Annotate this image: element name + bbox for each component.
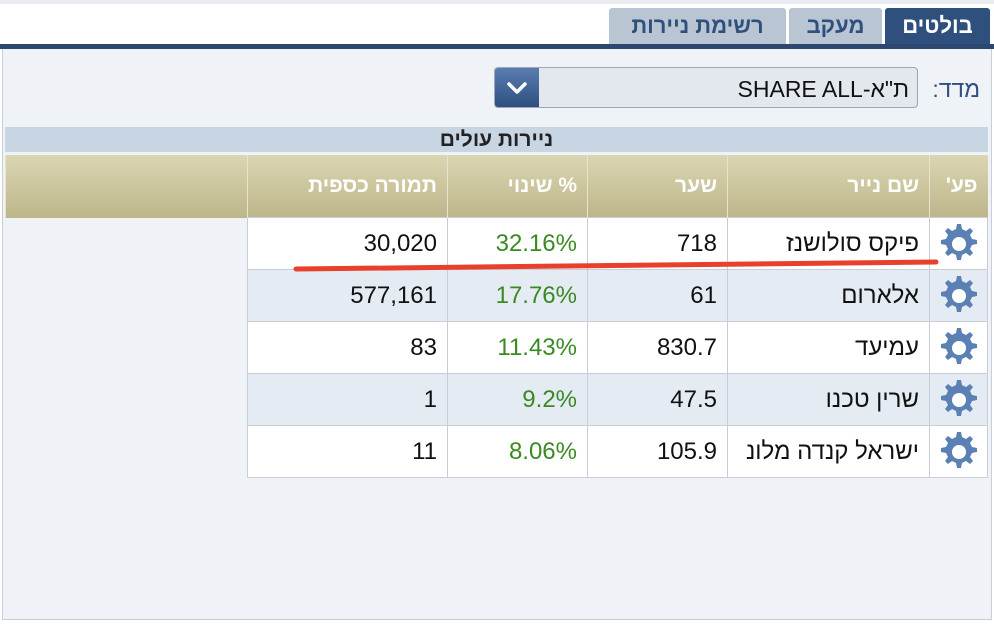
column-header: % שינוי <box>447 155 588 218</box>
column-header: פע' <box>929 155 988 218</box>
table-cell: 830.7 <box>587 321 728 374</box>
chevron <box>507 82 527 94</box>
table-cell: 30,020 <box>247 217 448 270</box>
gear-icon[interactable] <box>937 378 981 422</box>
table-cell: 105.9 <box>587 425 728 478</box>
table-cell: 9.2% <box>447 373 588 426</box>
table-cell: 8.06% <box>447 425 588 478</box>
table-cell: 577,161 <box>247 269 448 322</box>
tab-bar <box>0 44 994 49</box>
gear-icon[interactable] <box>937 222 981 266</box>
gear-icon[interactable] <box>937 274 981 318</box>
tab[interactable]: מעקב <box>789 8 882 44</box>
action-cell <box>929 321 988 374</box>
index-dropdown[interactable]: ת"א-SHARE ALL <box>494 67 918 108</box>
table-cell: 11.43% <box>447 321 588 374</box>
section-title: ניירות עולים <box>5 127 988 152</box>
header-filler <box>5 155 248 218</box>
table-cell: ישראל קנדה מלונ <box>727 425 930 478</box>
table-row: פיקס סולושנז 718 32.16% 30,020 <box>6 217 988 270</box>
column-header: שער <box>587 155 728 218</box>
top-strip <box>0 0 994 4</box>
table-row: ישראל קנדה מלונ 105.9 8.06% 11 <box>6 425 988 478</box>
blank-cell <box>6 374 248 426</box>
table-cell: 17.76% <box>447 269 588 322</box>
table-body: פיקס סולושנז 718 32.16% 30,020 אלארום 61 17.76… <box>6 217 988 478</box>
table-cell: 1 <box>247 373 448 426</box>
tab[interactable]: רשימת ניירות <box>609 8 786 44</box>
table-cell: עמיעד <box>727 321 930 374</box>
action-cell <box>929 373 988 426</box>
blank-cell <box>6 270 248 322</box>
table-row: עמיעד 830.7 11.43% 83 <box>6 321 988 374</box>
gear-icon[interactable] <box>937 430 981 474</box>
column-header: שם נייר <box>727 155 930 218</box>
blank-cell <box>6 322 248 374</box>
action-cell <box>929 217 988 270</box>
table-cell: 32.16% <box>447 217 588 270</box>
column-header: תמורה כספית <box>247 155 448 218</box>
table-cell: 47.5 <box>587 373 728 426</box>
index-label: מדד: <box>932 76 980 102</box>
action-cell <box>929 269 988 322</box>
table-cell: 11 <box>247 425 448 478</box>
dropdown-value: ת"א-SHARE ALL <box>737 76 909 102</box>
table-cell: 83 <box>247 321 448 374</box>
table-cell: שרין טכנו <box>727 373 930 426</box>
table-cell: פיקס סולושנז <box>727 217 930 270</box>
gear-icon[interactable] <box>937 326 981 370</box>
blank-cell <box>6 218 248 270</box>
table-row: אלארום 61 17.76% 577,161 <box>6 269 988 322</box>
table-cell: 718 <box>587 217 728 270</box>
gainers-table: פע' שם נייר שער% שינוי תמורה כספית פיקס סול… <box>5 155 988 478</box>
table-cell: אלארום <box>727 269 930 322</box>
table-row: שרין טכנו 47.5 9.2% 1 <box>6 373 988 426</box>
action-cell <box>929 425 988 478</box>
dropdown-button[interactable] <box>495 68 539 107</box>
table-cell: 61 <box>587 269 728 322</box>
tab[interactable]: בולטים <box>885 8 990 44</box>
header-row: פע' שם נייר שער% שינוי תמורה כספית <box>5 155 988 218</box>
blank-cell <box>6 426 248 478</box>
